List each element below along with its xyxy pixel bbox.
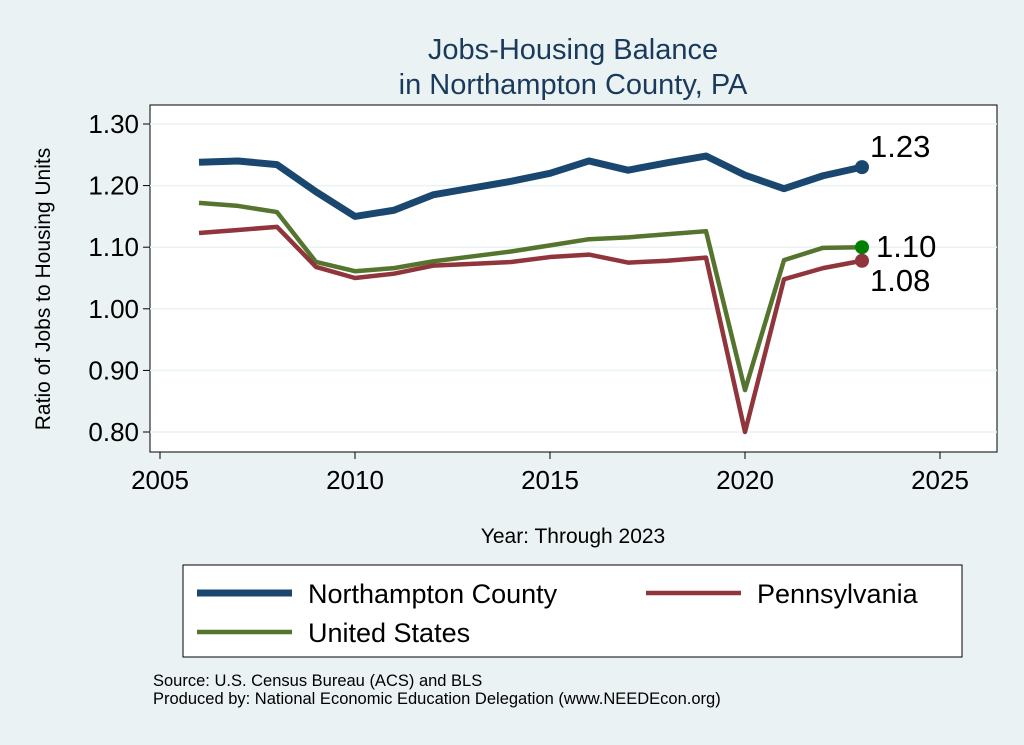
chart-title-line-1: Jobs-Housing Balance xyxy=(428,34,718,66)
y-tick-label: 1.20 xyxy=(88,171,139,201)
y-tick-label: 0.90 xyxy=(88,355,139,385)
series-line-northampton-county xyxy=(198,152,863,220)
series-line-pennsylvania xyxy=(198,224,863,435)
end-marker-pennsylvania xyxy=(855,253,869,268)
source-note: Source: U.S. Census Bureau (ACS) and BLS xyxy=(153,672,482,690)
end-marker-northampton-county xyxy=(855,160,869,175)
series-line-united-states xyxy=(198,200,863,393)
x-tick-label: 2010 xyxy=(326,465,384,495)
y-axis-label: Ratio of Jobs to Housing Units xyxy=(32,148,55,430)
x-tick-label: 2005 xyxy=(131,465,189,495)
legend-label-northampton: Northampton County xyxy=(308,579,558,609)
x-tick-label: 2025 xyxy=(911,465,969,495)
x-tick-label: 2015 xyxy=(521,465,579,495)
legend-label-pennsylvania: Pennsylvania xyxy=(757,579,919,609)
legend: Northampton County Pennsylvania United S… xyxy=(182,564,963,658)
y-tick-label: 1.30 xyxy=(88,109,139,139)
chart-title-line-2: in Northampton County, PA xyxy=(399,69,748,101)
legend-label-us: United States xyxy=(308,618,470,648)
x-axis-label: Year: Through 2023 xyxy=(481,525,666,548)
producer-note: Produced by: National Economic Education… xyxy=(153,690,721,708)
y-tick-label: 1.10 xyxy=(88,232,139,262)
end-label-united-states: 1.10 xyxy=(876,229,936,264)
y-tick-label: 0.80 xyxy=(88,417,139,447)
x-tick-label: 2020 xyxy=(716,465,774,495)
y-tick-label: 1.00 xyxy=(88,294,139,324)
end-label-pennsylvania: 1.08 xyxy=(870,263,930,298)
end-label-northampton-county: 1.23 xyxy=(870,129,930,164)
end-marker-united-states xyxy=(855,240,869,255)
